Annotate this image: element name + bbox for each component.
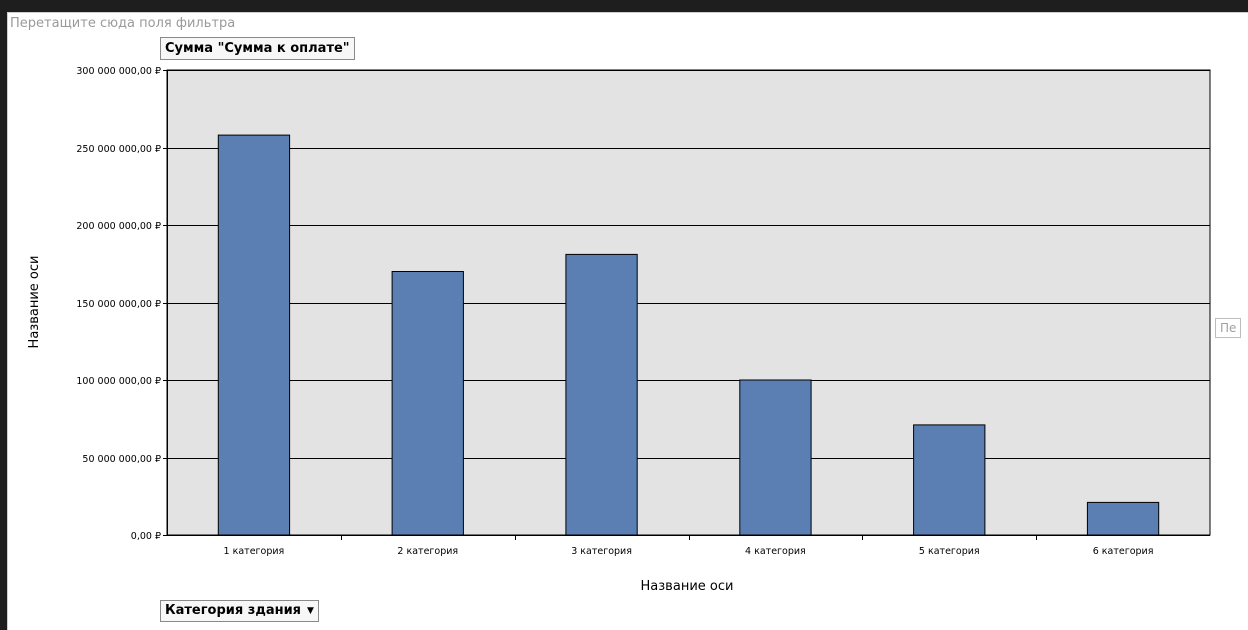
bar-3[interactable] <box>565 253 638 536</box>
bar-5[interactable] <box>913 424 986 536</box>
bar-2[interactable] <box>391 271 464 536</box>
y-tick-label: 0,00 ₽ <box>131 531 161 542</box>
y-axis: 0,00 ₽ 50 000 000,00 ₽ 100 000 000,00 ₽ 150… <box>76 66 168 542</box>
axis-field-label: Категория здания <box>165 603 302 618</box>
x-axis: 1 категория 2 категория 3 категория 4 катег… <box>167 535 1210 557</box>
bars <box>217 134 1160 536</box>
y-tick-label: 300 000 000,00 ₽ <box>76 66 161 77</box>
value-field-button[interactable]: Сумма "Сумма к оплате" <box>160 37 355 60</box>
series-drop-zone[interactable]: Пе <box>1215 318 1242 338</box>
y-tick-label: 200 000 000,00 ₽ <box>76 221 161 232</box>
bar-6[interactable] <box>1086 501 1160 536</box>
x-axis-title: Название оси <box>641 579 734 594</box>
y-tick-label: 250 000 000,00 ₽ <box>76 144 161 155</box>
plot-area <box>166 69 1211 536</box>
y-axis-title: Название оси <box>27 256 42 349</box>
x-tick-label: 4 категория <box>745 546 806 557</box>
axis-field-button[interactable]: Категория здания ▼ <box>160 600 319 622</box>
x-tick-label: 3 категория <box>571 546 632 557</box>
y-tick-label: 150 000 000,00 ₽ <box>76 299 161 310</box>
y-tick-label: 100 000 000,00 ₽ <box>76 376 161 387</box>
x-tick-label: 5 категория <box>919 546 980 557</box>
x-tick-label: 1 категория <box>224 546 285 557</box>
x-tick-label: 6 категория <box>1093 546 1154 557</box>
bar-4[interactable] <box>739 379 812 536</box>
bar-1[interactable] <box>217 134 291 536</box>
y-tick-label: 50 000 000,00 ₽ <box>82 454 161 465</box>
filter-drop-zone[interactable]: Перетащите сюда поля фильтра <box>10 16 236 31</box>
x-tick-label: 2 категория <box>397 546 458 557</box>
dropdown-arrow-icon[interactable]: ▼ <box>307 606 314 616</box>
